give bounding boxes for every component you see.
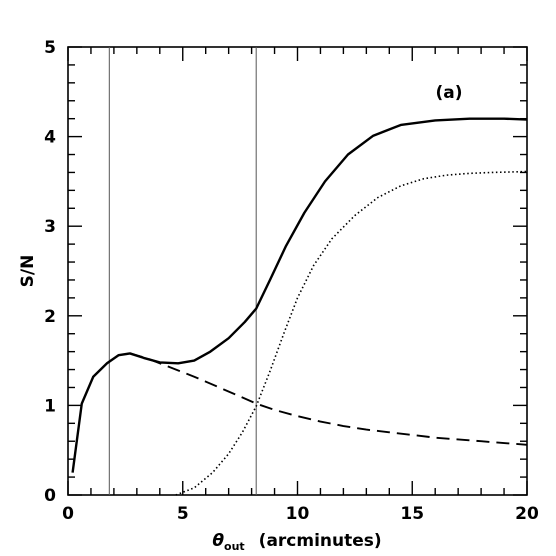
y-tick-label: 4 [44, 128, 56, 148]
x-tick-label: 0 [62, 504, 74, 524]
axis-ticks [67, 46, 528, 496]
x-tick-label: 15 [400, 504, 424, 524]
x-tick-label: 20 [515, 504, 539, 524]
x-tick-label: 10 [286, 504, 310, 524]
y-tick-label: 0 [44, 486, 56, 506]
series-line-solid [71, 117, 528, 473]
y-axis-title: S/N [18, 255, 38, 288]
series-group [71, 117, 528, 496]
panel-label: (a) [435, 83, 462, 103]
y-tick-label: 1 [44, 396, 56, 416]
y-tick-label: 2 [44, 307, 56, 327]
series-line-dotted [175, 170, 528, 496]
tick-labels: 0 5 10 15 20 0 1 2 3 4 5 [44, 38, 539, 524]
plot-frame [67, 46, 528, 496]
y-tick-label: 5 [44, 38, 56, 58]
series-line-dashed [129, 352, 528, 446]
x-axis-symbol: θ [212, 531, 224, 551]
x-tick-label: 5 [177, 504, 189, 524]
x-axis-title: θout (arcminutes) [212, 531, 381, 553]
vertical-markers [108, 47, 257, 495]
x-axis-units: (arcminutes) [259, 531, 382, 551]
x-axis-subscript: out [224, 540, 245, 553]
y-tick-label: 3 [44, 217, 56, 237]
